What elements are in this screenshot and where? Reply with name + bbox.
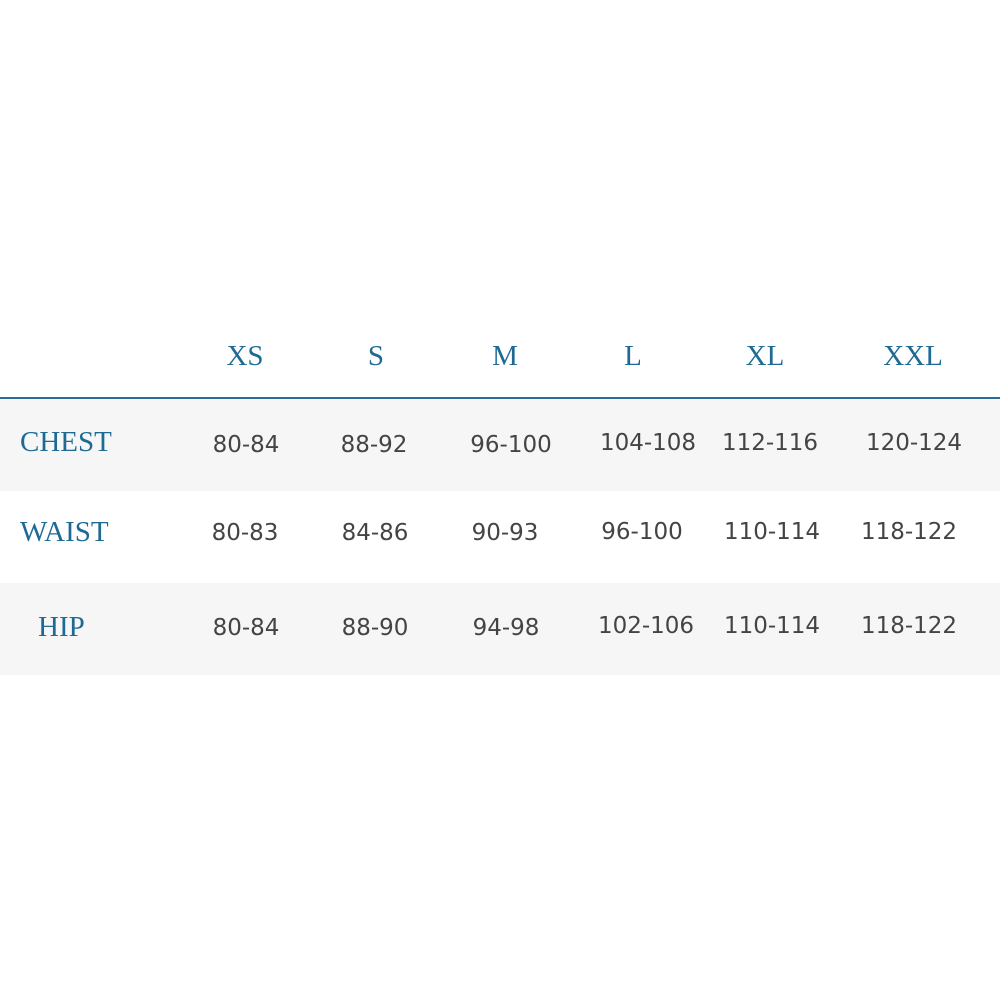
header-divider xyxy=(0,397,1000,399)
size-header-s: S xyxy=(367,340,385,372)
cell: 110-114 xyxy=(723,613,821,639)
cell: 120-124 xyxy=(865,430,963,456)
cell: 110-114 xyxy=(723,519,821,545)
cell: 104-108 xyxy=(599,430,697,456)
cell: 112-116 xyxy=(721,430,819,456)
cell: 118-122 xyxy=(860,613,958,639)
cell: 102-106 xyxy=(597,613,695,639)
cell: 88-90 xyxy=(341,615,409,641)
cell: 90-93 xyxy=(471,520,539,546)
cell: 96-100 xyxy=(601,519,683,545)
cell: 80-84 xyxy=(212,615,280,641)
row-label: HIP xyxy=(38,611,85,643)
cell: 84-86 xyxy=(341,520,409,546)
table-row-hip: HIP 80-84 88-90 94-98 102-106 110-114 11… xyxy=(0,583,1000,675)
cell: 88-92 xyxy=(340,432,408,458)
size-header-m: M xyxy=(492,340,518,372)
cell: 80-84 xyxy=(212,432,280,458)
cell: 96-100 xyxy=(470,432,552,458)
row-label: CHEST xyxy=(20,426,112,458)
size-header-xl: XL xyxy=(745,340,785,372)
size-header-xxl: XXL xyxy=(883,340,943,372)
cell: 118-122 xyxy=(860,519,958,545)
cell: 80-83 xyxy=(211,520,279,546)
size-header-xs: XS xyxy=(226,340,264,372)
table-row-waist: WAIST 80-83 84-86 90-93 96-100 110-114 1… xyxy=(0,491,1000,583)
size-header-l: L xyxy=(624,340,642,372)
table-row-chest: CHEST 80-84 88-92 96-100 104-108 112-116… xyxy=(0,399,1000,491)
cell: 94-98 xyxy=(472,615,540,641)
row-label: WAIST xyxy=(20,516,109,548)
